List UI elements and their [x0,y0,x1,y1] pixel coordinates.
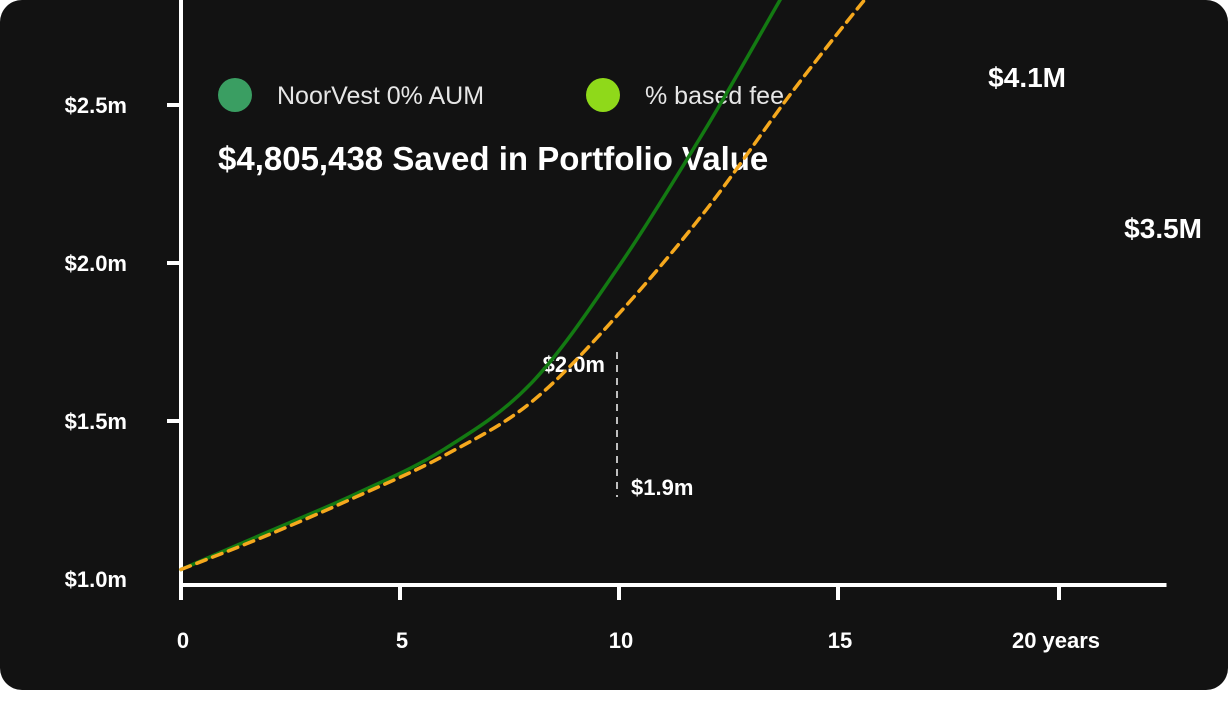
series-fee-line [179,0,867,572]
end-label-noorvest: $4.1M [988,62,1066,93]
midpoint-label-fee: $1.9m [631,475,693,500]
y-tick-label: $2.5m [65,93,127,118]
series-noorvest-line [179,0,783,572]
end-label-fee: $3.5M [1124,213,1202,244]
x-tick-label: 5 [396,628,408,653]
chart-headline: $4,805,438 Saved in Portfolio Value [218,140,768,177]
legend: NoorVest 0% AUM % based fee [218,78,784,112]
legend-swatch-noorvest [218,78,252,112]
y-tick-label: $2.0m [65,251,127,276]
annotations: $2.0m$1.9m$4.1M$3.5M [543,62,1202,500]
legend-label-fee: % based fee [645,82,784,110]
chart-svg: NoorVest 0% AUM % based fee $4,805,438 S… [65,0,1202,653]
x-tick-label: 0 [177,628,189,653]
y-tick-label: $1.5m [65,409,127,434]
chart-card: NoorVest 0% AUM % based fee $4,805,438 S… [0,0,1228,690]
y-tick-label: $1.0m [65,567,127,592]
series-lines [179,0,867,572]
x-tick-label: 15 [828,628,852,653]
x-tick-label: 20 years [1012,628,1100,653]
legend-label-noorvest: NoorVest 0% AUM [277,82,484,110]
legend-swatch-fee [586,78,620,112]
x-tick-label: 10 [609,628,633,653]
axes [167,0,1167,600]
